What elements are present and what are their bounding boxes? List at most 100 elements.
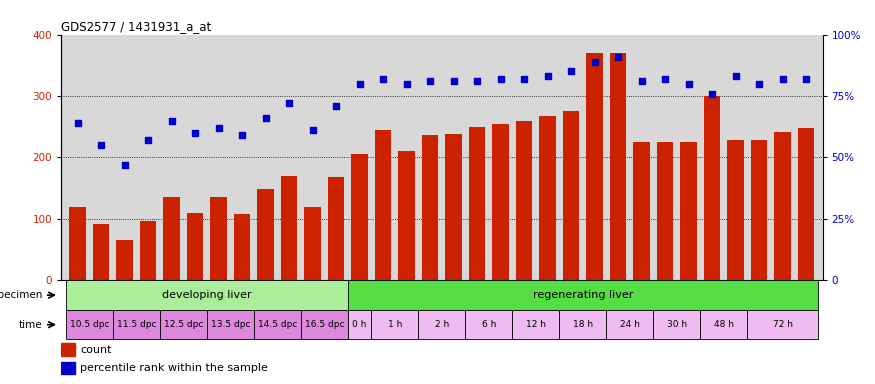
Bar — [539, 116, 556, 280]
Point — [329, 103, 343, 109]
Point — [117, 162, 132, 168]
Point — [259, 115, 273, 121]
Bar — [657, 142, 673, 280]
Text: 12.5 dpc: 12.5 dpc — [164, 320, 203, 329]
Bar — [93, 224, 109, 280]
Text: regenerating liver: regenerating liver — [533, 290, 633, 300]
Text: count: count — [80, 345, 112, 355]
Bar — [301, 310, 348, 339]
Point — [470, 78, 484, 84]
Text: percentile rank within the sample: percentile rank within the sample — [80, 363, 268, 373]
Bar — [281, 176, 298, 280]
Point — [729, 73, 743, 79]
Text: 48 h: 48 h — [714, 320, 734, 329]
Bar — [187, 213, 203, 280]
Text: 13.5 dpc: 13.5 dpc — [211, 320, 250, 329]
Bar — [164, 197, 180, 280]
Bar — [116, 240, 133, 280]
Bar — [513, 310, 559, 339]
Text: 30 h: 30 h — [667, 320, 687, 329]
Point — [775, 76, 789, 82]
Point — [94, 142, 108, 148]
Point — [611, 54, 625, 60]
Point — [752, 81, 766, 87]
Bar — [61, 343, 75, 356]
Text: GDS2577 / 1431931_a_at: GDS2577 / 1431931_a_at — [61, 20, 212, 33]
Text: time: time — [19, 320, 43, 330]
Bar — [160, 310, 206, 339]
Point — [400, 81, 414, 87]
Point — [564, 68, 578, 74]
Text: 11.5 dpc: 11.5 dpc — [116, 320, 156, 329]
Bar — [211, 197, 227, 280]
Bar — [257, 189, 274, 280]
Point — [376, 76, 390, 82]
Bar — [61, 362, 75, 374]
Bar — [469, 127, 486, 280]
Point — [424, 78, 438, 84]
Bar — [493, 124, 509, 280]
Bar — [610, 53, 626, 280]
Point — [682, 81, 696, 87]
Bar — [727, 140, 744, 280]
Bar — [747, 310, 818, 339]
Point — [588, 58, 602, 65]
Point — [188, 130, 202, 136]
Bar — [418, 310, 466, 339]
Bar — [328, 177, 345, 280]
Bar — [586, 53, 603, 280]
Text: 2 h: 2 h — [435, 320, 449, 329]
Bar — [681, 142, 696, 280]
Text: 0 h: 0 h — [353, 320, 367, 329]
Point — [517, 76, 531, 82]
Point — [164, 118, 178, 124]
Point — [353, 81, 367, 87]
Bar — [69, 207, 86, 280]
Bar — [113, 310, 160, 339]
Point — [305, 127, 319, 134]
Bar — [422, 135, 438, 280]
Bar — [704, 96, 720, 280]
Text: 14.5 dpc: 14.5 dpc — [258, 320, 298, 329]
Point — [212, 125, 226, 131]
Bar — [304, 207, 321, 280]
Point — [141, 137, 155, 143]
Text: specimen: specimen — [0, 290, 43, 300]
Bar — [798, 128, 815, 280]
Bar — [634, 142, 650, 280]
Bar — [371, 310, 418, 339]
Bar — [348, 280, 818, 310]
Text: 10.5 dpc: 10.5 dpc — [70, 320, 109, 329]
Bar — [563, 111, 579, 280]
Text: 72 h: 72 h — [773, 320, 793, 329]
Bar — [206, 310, 254, 339]
Text: 1 h: 1 h — [388, 320, 402, 329]
Point — [235, 132, 249, 139]
Text: 18 h: 18 h — [573, 320, 593, 329]
Bar — [234, 214, 250, 280]
Point — [634, 78, 648, 84]
Point — [71, 120, 85, 126]
Text: 24 h: 24 h — [620, 320, 640, 329]
Bar — [140, 222, 157, 280]
Bar — [352, 154, 367, 280]
Point — [493, 76, 507, 82]
Point — [658, 76, 672, 82]
Bar — [516, 121, 532, 280]
Bar — [751, 140, 767, 280]
Bar — [398, 151, 415, 280]
Bar — [466, 310, 513, 339]
Point — [541, 73, 555, 79]
Bar — [559, 310, 606, 339]
Bar — [700, 310, 747, 339]
Bar — [348, 310, 371, 339]
Bar — [606, 310, 654, 339]
Bar — [254, 310, 301, 339]
Text: 12 h: 12 h — [526, 320, 546, 329]
Bar — [774, 132, 791, 280]
Text: 6 h: 6 h — [481, 320, 496, 329]
Bar — [374, 130, 391, 280]
Text: developing liver: developing liver — [162, 290, 252, 300]
Bar — [66, 280, 348, 310]
Bar — [66, 310, 113, 339]
